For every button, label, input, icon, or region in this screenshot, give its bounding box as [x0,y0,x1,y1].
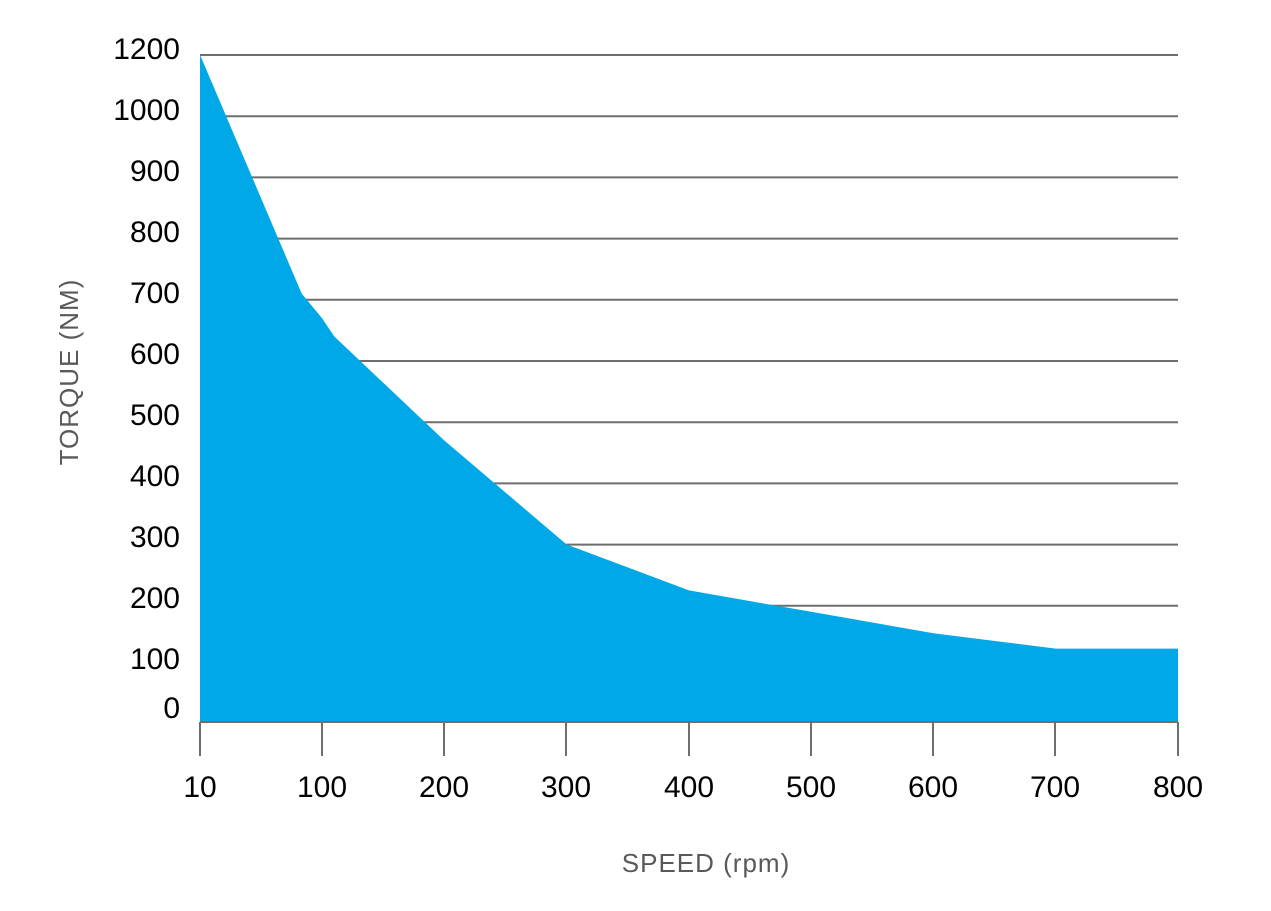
y-tick-label: 800 [130,216,180,249]
y-tick-labels: 0 100 200 300 400 500 600 700 800 900 1000 1200 [113,33,180,725]
x-tick-label: 300 [541,771,591,804]
y-axis-title: TORQUE (NM) [54,279,84,466]
y-tick-label: 500 [130,399,180,432]
x-tick-label: 800 [1153,771,1203,804]
x-tick-label: 10 [183,771,216,804]
y-tick-label: 1200 [113,33,180,66]
y-tick-label: 700 [130,277,180,310]
x-tick-label: 400 [664,771,714,804]
x-tick-label: 700 [1030,771,1080,804]
x-tick-marks [199,722,1179,756]
x-tick-labels: 10 100 200 300 400 500 600 700 800 [183,771,1203,804]
x-axis-title: SPEED (rpm) [622,848,790,878]
x-tick-label: 100 [297,771,347,804]
y-tick-label: 200 [130,582,180,615]
y-tick-label: 100 [130,643,180,676]
x-tick-label: 200 [419,771,469,804]
y-tick-label: 1000 [113,94,180,127]
y-tick-label: 900 [130,155,180,188]
y-tick-label: 0 [163,692,180,725]
torque-area [200,54,1178,723]
y-tick-label: 400 [130,460,180,493]
y-tick-label: 600 [130,338,180,371]
y-tick-label: 300 [130,521,180,554]
x-tick-label: 600 [908,771,958,804]
x-tick-label: 500 [786,771,836,804]
